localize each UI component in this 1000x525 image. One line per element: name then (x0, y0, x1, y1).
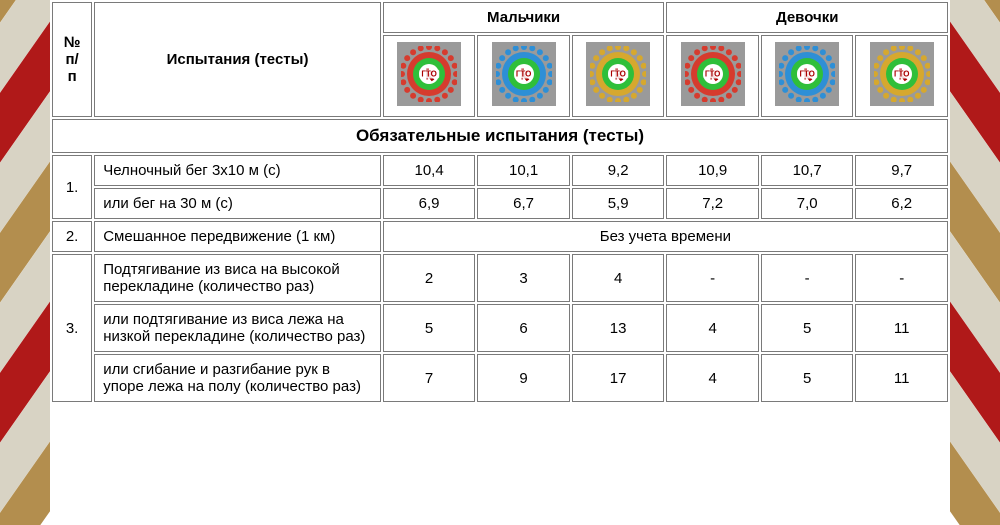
value-cell: 4 (572, 254, 665, 302)
table-row: или подтягивание из виса лежа на низкой … (52, 304, 948, 352)
value-cell: 6,9 (383, 188, 476, 219)
value-cell: 6,7 (477, 188, 570, 219)
table-container: № п/п Испытания (тесты) Мальчики Девочки… (50, 0, 950, 525)
section-header-row: Обязательные испытания (тесты) (52, 119, 948, 153)
value-cell: 2 (383, 254, 476, 302)
table-row: или сгибание и разгибание рук в упоре ле… (52, 354, 948, 402)
badge-boys-gold: ГТО (572, 35, 665, 117)
badge-boys-silver: ГТО (477, 35, 570, 117)
test-label: или подтягивание из виса лежа на низкой … (94, 304, 381, 352)
value-cell: - (855, 254, 948, 302)
merged-value: Без учета времени (383, 221, 948, 252)
value-cell: 3 (477, 254, 570, 302)
value-cell: 11 (855, 354, 948, 402)
badge-girls-bronze: ГТО (666, 35, 759, 117)
test-label: Подтягивание из виса на высокой переклад… (94, 254, 381, 302)
header-row-1: № п/п Испытания (тесты) Мальчики Девочки (52, 2, 948, 33)
value-cell: 9 (477, 354, 570, 402)
value-cell: 6,2 (855, 188, 948, 219)
value-cell: 5 (761, 354, 854, 402)
table-row: 2.Смешанное передвижение (1 км)Без учета… (52, 221, 948, 252)
value-cell: 5,9 (572, 188, 665, 219)
table-row: 3.Подтягивание из виса на высокой перекл… (52, 254, 948, 302)
test-label: Челночный бег 3х10 м (с) (94, 155, 381, 186)
section-title: Обязательные испытания (тесты) (52, 119, 948, 153)
test-label: или бег на 30 м (с) (94, 188, 381, 219)
value-cell: 10,9 (666, 155, 759, 186)
badge-girls-silver: ГТО (761, 35, 854, 117)
header-tests: Испытания (тесты) (94, 2, 381, 117)
value-cell: 10,4 (383, 155, 476, 186)
gto-table: № п/п Испытания (тесты) Мальчики Девочки… (50, 0, 950, 404)
value-cell: 10,1 (477, 155, 570, 186)
value-cell: 9,7 (855, 155, 948, 186)
value-cell: 5 (761, 304, 854, 352)
header-num: № п/п (52, 2, 92, 117)
value-cell: 4 (666, 304, 759, 352)
badge-girls-gold: ГТО (855, 35, 948, 117)
value-cell: - (666, 254, 759, 302)
value-cell: 7,0 (761, 188, 854, 219)
left-decorative-stripes (0, 0, 50, 525)
row-number: 2. (52, 221, 92, 252)
row-number: 1. (52, 155, 92, 219)
header-girls: Девочки (666, 2, 948, 33)
value-cell: 7 (383, 354, 476, 402)
value-cell: 9,2 (572, 155, 665, 186)
table-row: 1.Челночный бег 3х10 м (с)10,410,19,210,… (52, 155, 948, 186)
value-cell: 10,7 (761, 155, 854, 186)
value-cell: 6 (477, 304, 570, 352)
value-cell: 13 (572, 304, 665, 352)
right-decorative-stripes (950, 0, 1000, 525)
value-cell: 4 (666, 354, 759, 402)
value-cell: 11 (855, 304, 948, 352)
value-cell: - (761, 254, 854, 302)
table-row: или бег на 30 м (с)6,96,75,97,27,06,2 (52, 188, 948, 219)
test-label: Смешанное передвижение (1 км) (94, 221, 381, 252)
value-cell: 17 (572, 354, 665, 402)
test-label: или сгибание и разгибание рук в упоре ле… (94, 354, 381, 402)
value-cell: 7,2 (666, 188, 759, 219)
row-number: 3. (52, 254, 92, 402)
header-boys: Мальчики (383, 2, 665, 33)
value-cell: 5 (383, 304, 476, 352)
badge-boys-bronze: ГТО (383, 35, 476, 117)
